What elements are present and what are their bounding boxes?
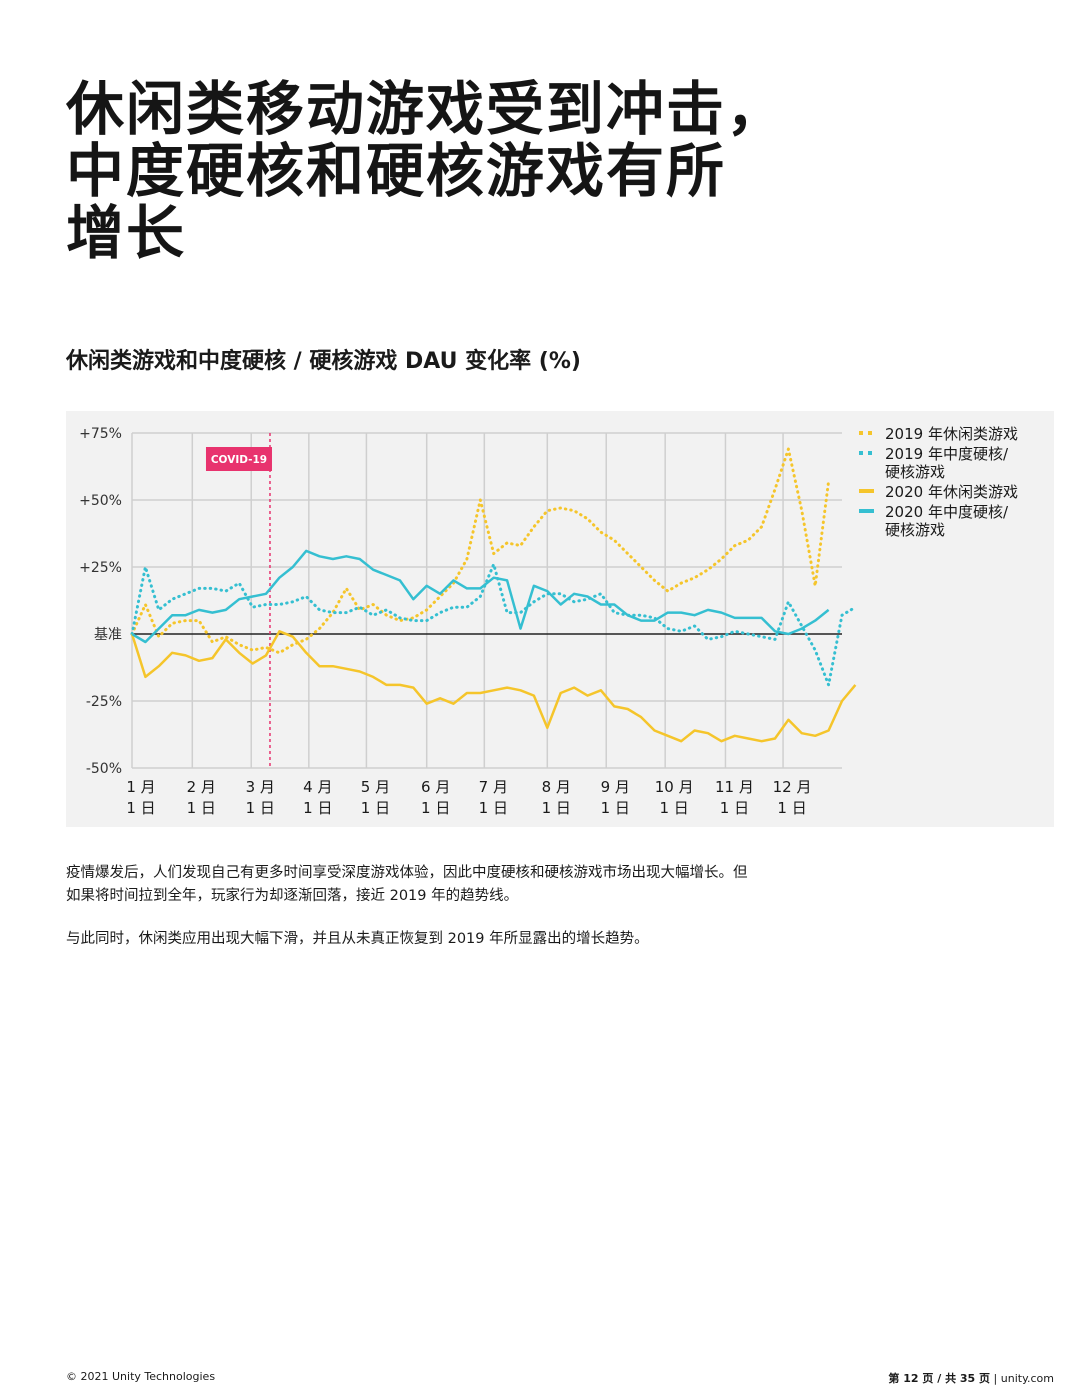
chart-title: 休闲类游戏和中度硬核 / 硬核游戏 DAU 变化率 (%) <box>66 349 581 374</box>
legend-label-1: 2019 年休闲类游戏 <box>885 425 1018 443</box>
x-tick-label-day: 1 日 <box>187 799 216 817</box>
x-tick-label-month: 9 月 <box>601 778 630 796</box>
x-tick-label-month: 3 月 <box>246 778 275 796</box>
x-tick-label-day: 1 日 <box>421 799 450 817</box>
x-tick-label-month: 10 月 <box>655 778 694 796</box>
footer-copyright: © 2021 Unity Technologies <box>66 1370 216 1383</box>
footer-separator: | <box>990 1372 1001 1385</box>
dau-line-chart: +75% +50% +25% 基准 -25% -50%1 月 1 日 2 月 1 日 3 月 1 日… <box>79 425 1018 817</box>
y-tick-label: +75% <box>79 426 122 442</box>
y-tick-label: -25% <box>86 694 122 710</box>
x-tick-label-month: 8 月 <box>542 778 571 796</box>
x-tick-label-month: 2 月 <box>187 778 216 796</box>
series-line-4 <box>131 549 830 644</box>
x-tick-label-month: 7 月 <box>479 778 508 796</box>
x-tick-label-month: 12 月 <box>773 778 812 796</box>
paragraph-1: 疫情爆发后，人们发现自己有更多时间享受深度游戏体验，因此中度硬核和硬核游戏市场出… <box>66 865 748 904</box>
legend-label-2: 硬核游戏 <box>885 463 945 481</box>
y-tick-label: +50% <box>79 493 122 509</box>
x-tick-label-day: 1 日 <box>720 799 749 817</box>
x-tick-label-day: 1 日 <box>777 799 806 817</box>
chart-panel: +75% +50% +25% 基准 -25% -50% 1 月 1 日 2 月 1 日 3 月 1 日… <box>66 411 1054 827</box>
x-tick-label-month: 11 月 <box>715 778 754 796</box>
x-tick-label-day: 1 日 <box>479 799 508 817</box>
x-tick-label-day: 1 日 <box>246 799 275 817</box>
x-tick-label-month: 1 月 <box>126 778 155 796</box>
x-tick-label-day: 1 日 <box>303 799 332 817</box>
headline-line-3: 增长 <box>66 199 187 267</box>
headline-line-2: 中度硬核和硬核游戏有所 <box>66 137 727 205</box>
body-text: 疫情爆发后，人们发现自己有更多时间享受深度游戏体验，因此中度硬核和硬核游戏市场出… <box>66 862 756 971</box>
series-line-3 <box>130 630 857 743</box>
y-tick-label: +25% <box>79 560 122 576</box>
x-tick-label-day: 1 日 <box>660 799 689 817</box>
footer-page-number: 第 12 页 / 共 35 页 <box>888 1372 991 1385</box>
covid-label-box <box>205 447 272 471</box>
x-tick-label-month: 5 月 <box>361 778 390 796</box>
y-tick-label: 基准 <box>94 626 122 643</box>
x-tick-label-day: 1 日 <box>542 799 571 817</box>
x-tick-label-day: 1 日 <box>126 799 155 817</box>
x-tick-label-day: 1 日 <box>601 799 630 817</box>
covid-label: COVID-19 <box>211 454 267 466</box>
footer-pagination: 第 12 页 / 共 35 页 | unity.com <box>888 1370 1054 1386</box>
paragraph-2: 与此同时，休闲类应用出现大幅下滑，并且从未真正恢复到 2019 年所显露出的增长… <box>66 931 649 947</box>
headline-line-1: 休闲类移动游戏受到冲击， <box>66 75 787 143</box>
legend-label-3: 2020 年休闲类游戏 <box>885 483 1018 501</box>
series-line-2 <box>130 562 857 687</box>
legend-label-4: 硬核游戏 <box>885 521 945 539</box>
x-tick-label-month: 4 月 <box>303 778 332 796</box>
footer-site-link[interactable]: unity.com <box>1000 1372 1054 1385</box>
series-line-1 <box>130 447 831 655</box>
page-headline: 休闲类移动游戏受到冲击， 中度硬核和硬核游戏有所 增长 <box>66 78 826 264</box>
x-tick-label-day: 1 日 <box>361 799 390 817</box>
legend-label-4: 2020 年中度硬核/ <box>885 503 1009 521</box>
legend-label-2: 2019 年中度硬核/ <box>885 445 1009 463</box>
x-tick-label-month: 6 月 <box>421 778 450 796</box>
y-tick-label: -50% <box>86 761 122 777</box>
